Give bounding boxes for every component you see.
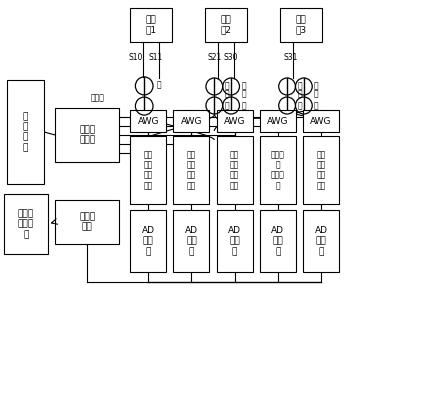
Text: AWG: AWG [310, 116, 332, 126]
Text: 光电
转换
信号
放大: 光电 转换 信号 放大 [187, 150, 196, 190]
Bar [55, 200, 119, 244]
Bar [173, 136, 209, 204]
Text: 器: 器 [224, 102, 229, 111]
Text: AWG: AWG [267, 116, 288, 126]
Text: 宽
带
光
源: 宽 带 光 源 [22, 112, 28, 152]
Text: 光电
转换
信号
放大: 光电 转换 信号 放大 [230, 150, 239, 190]
Text: 光电
转换
信号
放大: 光电 转换 信号 放大 [144, 150, 153, 190]
Text: 耦合器: 耦合器 [91, 94, 105, 102]
Text: AD
转换
器: AD 转换 器 [314, 226, 328, 256]
Text: AWG: AWG [224, 116, 245, 126]
Text: 传感
器1: 传感 器1 [146, 15, 157, 35]
Bar [217, 210, 253, 272]
Text: S11: S11 [149, 54, 163, 62]
Text: AD
转换
器: AD 转换 器 [271, 226, 284, 256]
Bar [130, 210, 166, 272]
Text: AD
转换
器: AD 转换 器 [185, 226, 198, 256]
Bar [217, 136, 253, 204]
Bar [7, 80, 44, 184]
Bar [55, 108, 119, 162]
Text: AWG: AWG [138, 116, 159, 126]
Text: 耦: 耦 [314, 81, 318, 90]
Bar [205, 8, 247, 42]
Bar [130, 110, 166, 132]
Bar [130, 8, 172, 42]
Text: 一分五
分路器: 一分五 分路器 [79, 125, 95, 145]
Text: 器: 器 [297, 102, 302, 111]
Text: 合: 合 [224, 90, 229, 98]
Bar [303, 110, 339, 132]
Text: 合: 合 [241, 90, 246, 98]
Text: 嵌入式
系统: 嵌入式 系统 [79, 212, 95, 232]
Bar [173, 110, 209, 132]
Bar [303, 210, 339, 272]
Bar [280, 8, 322, 42]
Text: 合: 合 [314, 90, 318, 98]
Text: 传感
器3: 传感 器3 [295, 15, 306, 35]
Text: 器: 器 [314, 102, 318, 111]
Text: S21: S21 [207, 54, 221, 62]
Text: AD
转换
器: AD 转换 器 [142, 226, 155, 256]
Text: 合: 合 [297, 90, 302, 98]
Text: 光电
转换
信号
放大: 光电 转换 信号 放大 [317, 150, 325, 190]
Text: S10: S10 [128, 54, 142, 62]
Bar [130, 136, 166, 204]
Text: 耦: 耦 [224, 81, 229, 90]
Text: 油位及
密度参
数: 油位及 密度参 数 [18, 209, 34, 239]
Bar [173, 210, 209, 272]
Text: 耦: 耦 [241, 81, 246, 90]
Bar [260, 110, 296, 132]
Text: 耦: 耦 [297, 81, 302, 90]
Bar [4, 194, 48, 254]
Text: AWG: AWG [181, 116, 202, 126]
Text: 光电转
换
信号放
大: 光电转 换 信号放 大 [271, 150, 285, 190]
Text: S30: S30 [224, 54, 238, 62]
Text: S31: S31 [284, 54, 298, 62]
Text: 器: 器 [241, 102, 246, 111]
Text: 耦: 耦 [157, 81, 161, 90]
Bar [260, 136, 296, 204]
Bar [217, 110, 253, 132]
Text: AD
转换
器: AD 转换 器 [228, 226, 241, 256]
Bar [303, 136, 339, 204]
Bar [260, 210, 296, 272]
Text: 传感
器2: 传感 器2 [220, 15, 232, 35]
